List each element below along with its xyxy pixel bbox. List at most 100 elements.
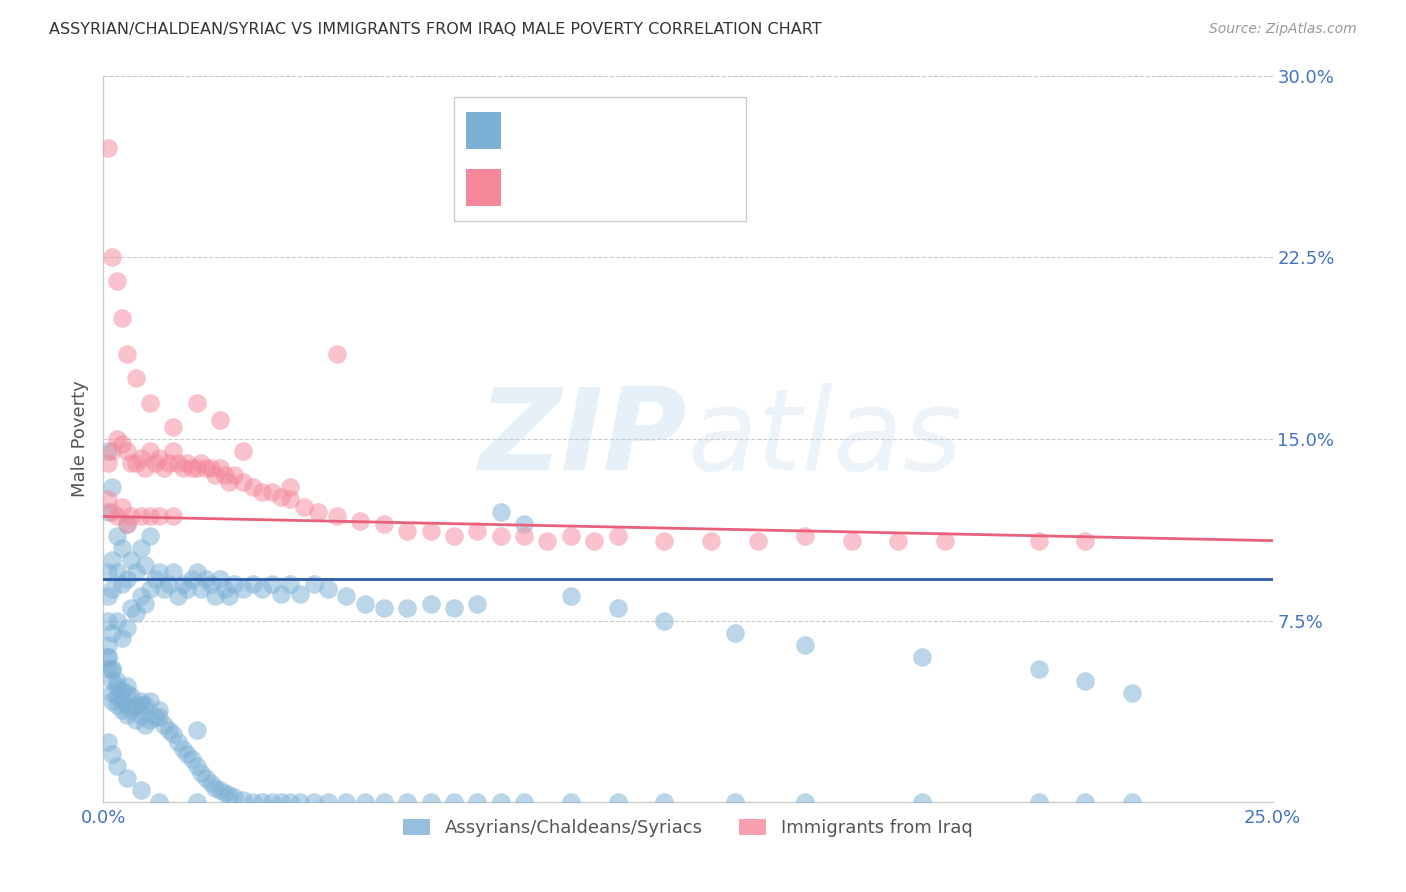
Point [373,601,395,615]
Point [278,480,301,494]
Point [465,597,488,611]
Point [250,795,273,809]
Point [120,703,142,717]
Point [292,500,315,514]
Point [139,582,162,596]
Point [139,693,162,707]
Point [536,533,558,548]
Point [354,597,377,611]
Point [176,582,198,596]
Point [153,582,176,596]
Point [105,509,128,524]
Point [1028,533,1050,548]
Point [465,524,488,538]
Point [115,516,138,531]
Point [101,662,124,676]
Point [200,577,222,591]
Point [115,347,138,361]
Point [101,480,124,494]
Point [143,710,166,724]
Point [125,698,148,713]
Point [162,509,184,524]
Point [224,790,246,805]
Point [148,451,170,466]
Point [1028,662,1050,676]
Point [105,679,128,693]
Point [288,587,311,601]
Point [101,674,124,689]
Point [560,795,582,809]
Point [120,509,142,524]
Point [373,516,395,531]
Text: ASSYRIAN/CHALDEAN/SYRIAC VS IMMIGRANTS FROM IRAQ MALE POVERTY CORRELATION CHART: ASSYRIAN/CHALDEAN/SYRIAC VS IMMIGRANTS F… [49,22,823,37]
Point [97,649,120,664]
Point [157,577,180,591]
Point [105,275,128,289]
Point [700,533,723,548]
Point [232,582,254,596]
Point [214,582,236,596]
Point [250,582,273,596]
Point [396,795,419,809]
Point [125,713,148,727]
Point [911,795,934,809]
Point [606,795,628,809]
Point [316,582,339,596]
Point [349,514,371,528]
Point [101,250,124,264]
Point [111,310,134,325]
Point [1121,795,1143,809]
Point [335,795,357,809]
Point [186,795,208,809]
Point [148,710,170,724]
Point [105,698,128,713]
Point [934,533,956,548]
Point [1074,795,1097,809]
Point [120,601,142,615]
Point [111,631,134,645]
Point [148,703,170,717]
Point [176,747,198,761]
Point [270,490,292,504]
Point [232,444,254,458]
Point [181,461,204,475]
Point [134,597,156,611]
Point [181,573,204,587]
Point [101,553,124,567]
Point [111,693,134,707]
Point [396,601,419,615]
Point [190,456,212,470]
Point [747,533,769,548]
Point [195,573,218,587]
Point [654,614,676,628]
Point [181,752,204,766]
Point [111,541,134,555]
Point [560,590,582,604]
Point [260,485,283,500]
Point [209,783,232,797]
Point [97,492,120,507]
Point [162,565,184,579]
Point [489,529,512,543]
Point [157,723,180,737]
Point [190,766,212,780]
Point [186,461,208,475]
Point [214,468,236,483]
Point [195,461,218,475]
Point [139,395,162,409]
Point [105,565,128,579]
Point [326,347,349,361]
Point [120,456,142,470]
Point [270,587,292,601]
Point [793,529,815,543]
Point [97,662,120,676]
Point [129,708,152,723]
Point [101,662,124,676]
Point [793,795,815,809]
Point [148,509,170,524]
Point [129,590,152,604]
Point [373,795,395,809]
Point [354,795,377,809]
Point [513,516,536,531]
Point [278,795,301,809]
